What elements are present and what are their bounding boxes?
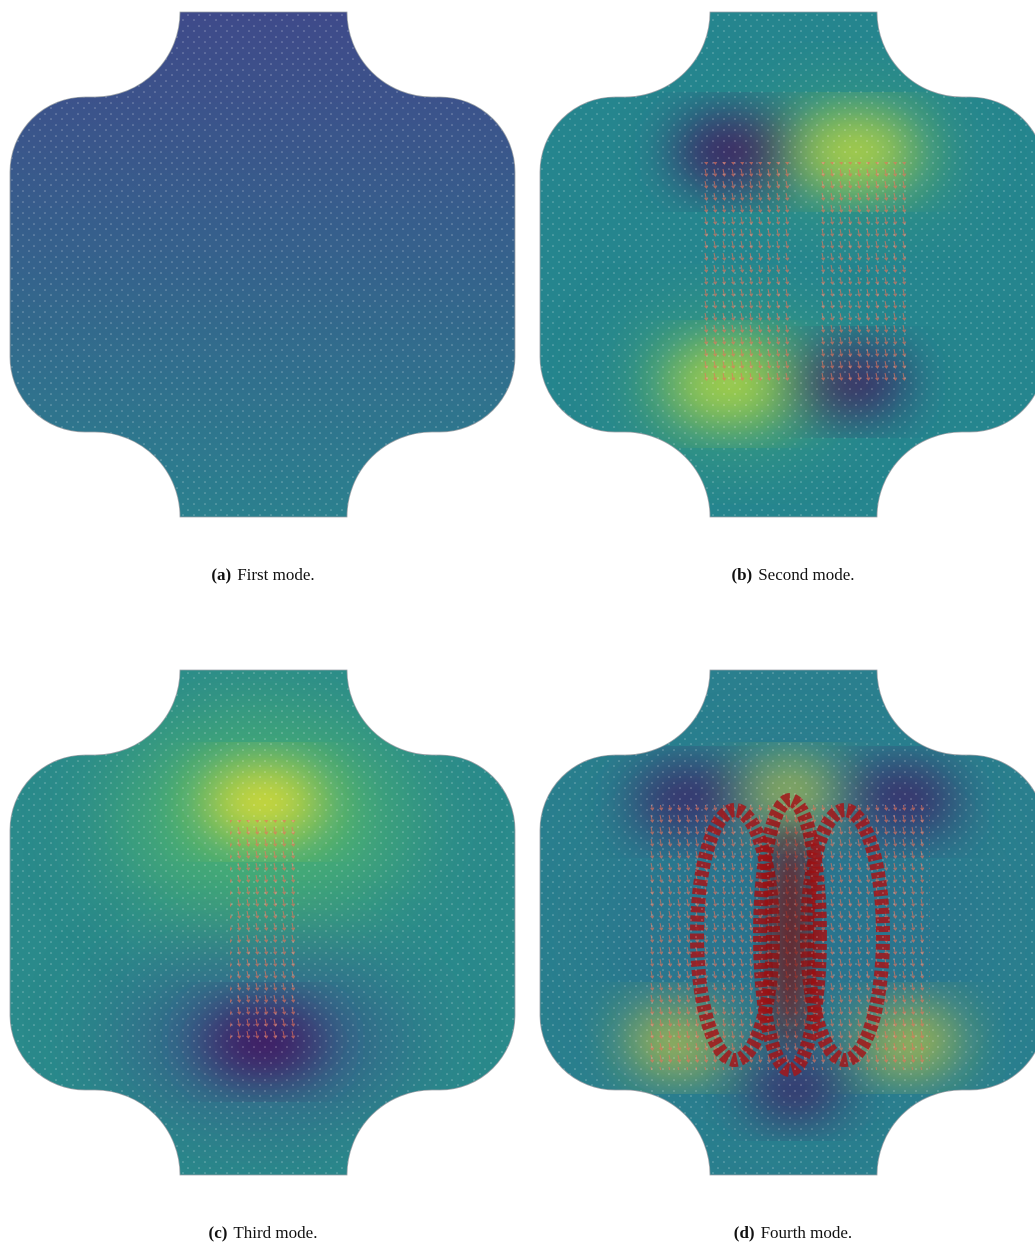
mesh-nodes [10,12,515,517]
subcaption-text: Second mode. [758,565,854,584]
mode-panel [9,669,516,1176]
mesh-nodes [540,670,1035,1175]
subcaption-label: (b) [731,565,752,584]
subcaption-label: (d) [734,1223,755,1242]
subcaption: (a) First mode. [211,565,314,584]
subcaption-text: Third mode. [233,1223,317,1242]
subcaption: (d) Fourth mode. [734,1223,852,1242]
field-plot [10,670,515,1175]
mode-panel [539,11,1035,518]
mesh-nodes [540,12,1035,517]
subcaption-text: Fourth mode. [761,1223,853,1242]
subcaption: (b) Second mode. [731,565,854,584]
subcaption-label: (c) [209,1223,228,1242]
mode-panel [9,11,516,518]
field-plot [540,670,1035,1175]
field-plot [10,12,515,517]
subcaption: (c) Third mode. [209,1223,318,1242]
field-plot [540,12,1035,517]
subcaption-label: (a) [211,565,231,584]
mode-panel [539,669,1035,1176]
mesh-nodes [10,670,515,1175]
subcaption-text: First mode. [237,565,314,584]
